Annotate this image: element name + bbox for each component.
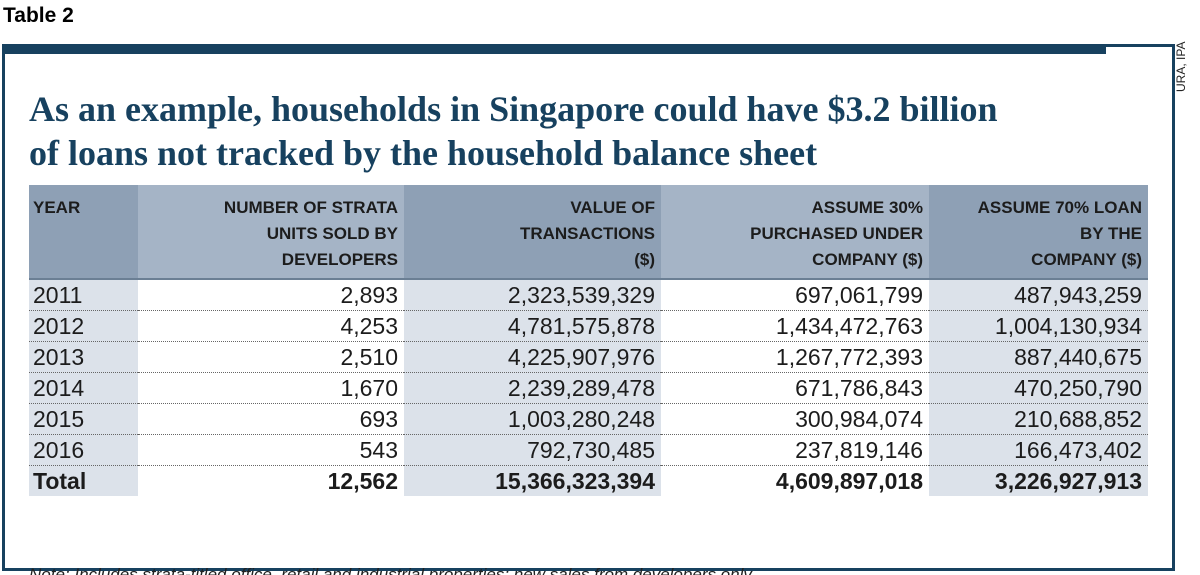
table-row: 2012 4,253 4,781,575,878 1,434,472,763 1… [29, 310, 1148, 342]
table-label: Table 2 [3, 4, 74, 27]
cell-total-loan: 3,226,927,913 [929, 465, 1148, 496]
cell-purchase: 237,819,146 [661, 434, 929, 466]
cell-purchase: 671,786,843 [661, 372, 929, 404]
cell-total-label: Total [29, 465, 138, 496]
table-row: 2013 2,510 4,225,907,976 1,267,772,393 8… [29, 341, 1148, 373]
cell-purchase: 300,984,074 [661, 403, 929, 435]
cell-year: 2011 [29, 279, 138, 311]
cell-year: 2013 [29, 341, 138, 373]
cell-value: 2,323,539,329 [404, 279, 661, 311]
cell-value: 1,003,280,248 [404, 403, 661, 435]
source-credit: URA, IPA [1174, 42, 1188, 93]
table-row: 2015 693 1,003,280,248 300,984,074 210,6… [29, 403, 1148, 435]
cell-value: 2,239,289,478 [404, 372, 661, 404]
cell-year: 2016 [29, 434, 138, 466]
table-frame: As an example, households in Singapore c… [2, 44, 1175, 575]
table-title: As an example, households in Singapore c… [29, 87, 1149, 175]
total-row: Total 12,562 15,366,323,394 4,609,897,01… [29, 465, 1148, 496]
table-row: 2011 2,893 2,323,539,329 697,061,799 487… [29, 279, 1148, 311]
cell-year: 2015 [29, 403, 138, 435]
cell-units: 543 [138, 434, 404, 466]
header-transaction-value: VALUE OF TRANSACTIONS ($) [404, 185, 661, 280]
cell-loan: 470,250,790 [929, 372, 1148, 404]
cell-loan: 210,688,852 [929, 403, 1148, 435]
header-company-loan: ASSUME 70% LOAN BY THE COMPANY ($) [929, 185, 1148, 280]
cell-year: 2012 [29, 310, 138, 342]
data-table: YEAR NUMBER OF STRATA UNITS SOLD BY DEVE… [29, 185, 1148, 496]
table-note: Note: Includes strata-titled office, ret… [29, 565, 752, 575]
table-row: 2014 1,670 2,239,289,478 671,786,843 470… [29, 372, 1148, 404]
cell-purchase: 697,061,799 [661, 279, 929, 311]
header-row: YEAR NUMBER OF STRATA UNITS SOLD BY DEVE… [29, 185, 1148, 280]
cell-units: 2,893 [138, 279, 404, 311]
cell-value: 792,730,485 [404, 434, 661, 466]
cell-total-purchase: 4,609,897,018 [661, 465, 929, 496]
title-line-2: of loans not tracked by the household ba… [29, 133, 818, 173]
cell-value: 4,781,575,878 [404, 310, 661, 342]
cell-loan: 487,943,259 [929, 279, 1148, 311]
table-row: 2016 543 792,730,485 237,819,146 166,473… [29, 434, 1148, 466]
frame-top-bar [2, 44, 1106, 54]
header-company-purchase: ASSUME 30% PURCHASED UNDER COMPANY ($) [661, 185, 929, 280]
title-line-1: As an example, households in Singapore c… [29, 89, 998, 129]
cell-total-value: 15,366,323,394 [404, 465, 661, 496]
cell-loan: 1,004,130,934 [929, 310, 1148, 342]
header-year: YEAR [29, 185, 138, 280]
cell-purchase: 1,267,772,393 [661, 341, 929, 373]
cell-units: 693 [138, 403, 404, 435]
cell-loan: 166,473,402 [929, 434, 1148, 466]
header-units-sold: NUMBER OF STRATA UNITS SOLD BY DEVELOPER… [138, 185, 404, 280]
cell-units: 2,510 [138, 341, 404, 373]
cell-value: 4,225,907,976 [404, 341, 661, 373]
cell-loan: 887,440,675 [929, 341, 1148, 373]
cell-units: 1,670 [138, 372, 404, 404]
cell-purchase: 1,434,472,763 [661, 310, 929, 342]
cell-units: 4,253 [138, 310, 404, 342]
cell-year: 2014 [29, 372, 138, 404]
cell-total-units: 12,562 [138, 465, 404, 496]
